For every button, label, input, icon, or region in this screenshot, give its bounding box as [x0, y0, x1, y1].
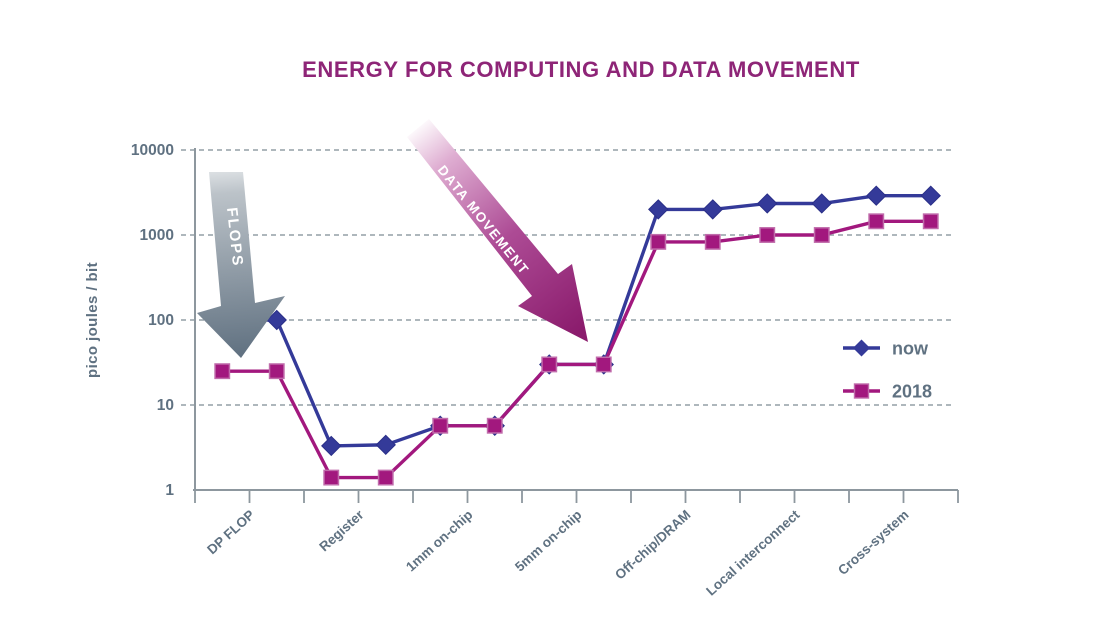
ytick-100: 100: [148, 312, 174, 329]
ytick-1000: 1000: [140, 227, 174, 244]
now-data-point-marker: [920, 185, 941, 206]
data-movement-arrow-icon: [407, 119, 588, 342]
2018-data-point-marker: [595, 356, 612, 373]
ytick-1: 1: [165, 482, 174, 499]
legend-item-now: now: [843, 339, 929, 359]
2018-data-point-marker: [650, 233, 667, 250]
2018-data-point-marker: [541, 356, 558, 373]
flops-arrow-label: FLOPS: [223, 207, 246, 268]
now-diamond-marker-icon: [853, 339, 870, 357]
2018-data-point-marker: [268, 363, 285, 380]
now-data-point-marker: [757, 193, 778, 214]
2018-data-point-marker: [759, 227, 776, 243]
legend-label-now: now: [892, 339, 929, 359]
now-data-point-marker: [375, 434, 396, 456]
y2018-square-marker-icon: [853, 383, 870, 399]
2018-series: [214, 213, 939, 486]
flops-arrow-annotation: FLOPS: [197, 172, 285, 358]
2018-data-point-marker: [214, 363, 231, 380]
xlabel-cross-system: Cross-system: [835, 507, 911, 578]
page-title: ENERGY FOR COMPUTING AND DATA MOVEMENT: [302, 57, 860, 82]
xlabel-1mm-on-chip: 1mm on-chip: [403, 507, 475, 574]
data-movement-arrow-label: DATA MOVEMENT: [435, 162, 532, 277]
xlabel-register: Register: [316, 507, 367, 555]
2018-data-point-marker: [377, 469, 394, 486]
axes: [193, 148, 958, 491]
2018-data-point-marker: [432, 417, 449, 434]
2018-data-point-marker: [813, 227, 830, 243]
x-axis-labels: DP FLOP Register 1mm on-chip 5mm on-chip…: [204, 507, 911, 599]
now-data-point-marker: [266, 309, 287, 331]
data-movement-arrow-annotation: DATA MOVEMENT: [407, 119, 588, 342]
flops-arrow-icon: [197, 172, 285, 358]
2018-data-point-marker: [704, 233, 721, 250]
2018-data-point-marker: [922, 213, 939, 230]
xlabel-off-chip-dram: Off-chip/DRAM: [612, 507, 693, 582]
now-data-point-marker: [866, 185, 887, 206]
ytick-10000: 10000: [131, 142, 174, 159]
now-data-point-marker: [811, 193, 832, 214]
2018-data-point-marker: [868, 213, 885, 230]
xlabel-5mm-on-chip: 5mm on-chip: [512, 507, 584, 574]
legend-item-2018: 2018: [843, 382, 932, 402]
now-data-point-marker: [648, 199, 669, 220]
x-axis-ticks: [194, 490, 959, 503]
legend-label-2018: 2018: [892, 382, 932, 402]
2018-data-point-marker: [486, 417, 503, 434]
legend: now 2018: [843, 339, 932, 402]
ytick-10: 10: [157, 397, 174, 414]
y-axis-tick-labels: 10000 1000 100 10 1: [131, 142, 174, 499]
now-data-point-marker: [321, 435, 342, 457]
y-axis-title: pico joules / bit: [84, 262, 101, 378]
xlabel-local-interconnect: Local interconnect: [703, 507, 803, 599]
2018-series-line: [222, 219, 931, 480]
now-data-point-marker: [702, 199, 723, 220]
xlabel-dp-flop: DP FLOP: [204, 507, 257, 557]
2018-data-point-marker: [323, 469, 340, 486]
